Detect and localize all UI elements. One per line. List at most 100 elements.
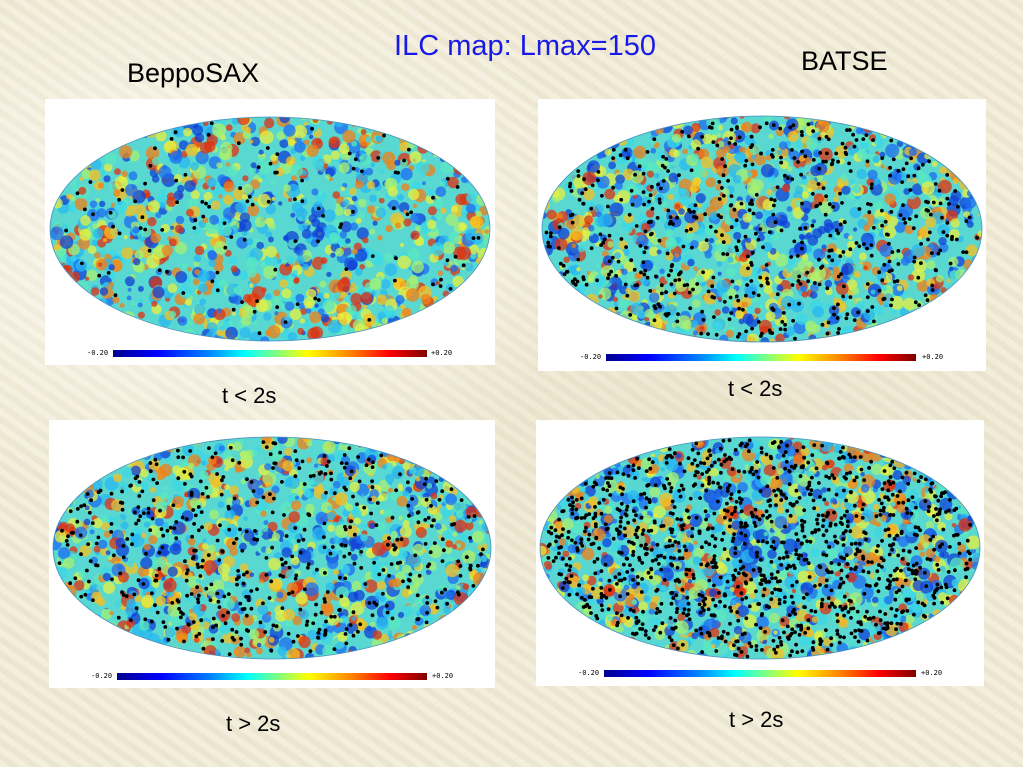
grb-dot [138, 226, 143, 230]
grb-dot [661, 524, 666, 528]
grb-dot [796, 538, 800, 542]
grb-dot [880, 565, 884, 569]
grb-dot [642, 250, 647, 255]
grb-dot [387, 536, 391, 541]
grb-dot [255, 587, 259, 592]
grb-dot [339, 222, 344, 226]
grb-dot [747, 438, 752, 443]
grb-dot [659, 601, 664, 606]
grb-dot [573, 277, 577, 281]
grb-dot [196, 505, 201, 509]
grb-dot [287, 591, 291, 596]
grb-dot [75, 507, 80, 511]
grb-dot [924, 584, 929, 588]
grb-dot [68, 581, 73, 586]
grb-dot [576, 174, 581, 178]
grb-dot [548, 234, 553, 239]
grb-dot [461, 263, 466, 268]
grb-dot [666, 208, 671, 213]
grb-dot [593, 571, 598, 576]
grb-dot [175, 626, 179, 631]
grb-dot [824, 539, 829, 544]
grb-dot [910, 571, 915, 576]
grb-dot [931, 200, 936, 205]
grb-dot [631, 578, 635, 582]
grb-dot [295, 302, 300, 306]
grb-dot [676, 646, 680, 651]
grb-dot [818, 637, 823, 642]
grb-dot [764, 121, 769, 126]
grb-dot [754, 622, 758, 627]
grb-dot [564, 269, 569, 274]
grb-dot [136, 518, 141, 523]
grb-dot [829, 570, 834, 575]
grb-dot [928, 537, 933, 542]
grb-dot [562, 580, 567, 585]
grb-dot [642, 491, 647, 496]
grb-dot [256, 165, 261, 170]
grb-dot [587, 532, 592, 537]
grb-dot [841, 454, 845, 459]
grb-dot [795, 580, 799, 584]
grb-dot [800, 649, 805, 653]
grb-dot [154, 573, 159, 578]
grb-dot [707, 448, 712, 453]
grb-dot [631, 631, 635, 636]
grb-dot [146, 506, 151, 511]
grb-dot [817, 257, 821, 262]
grb-dot [840, 201, 844, 205]
grb-dot [215, 538, 220, 543]
grb-dot [856, 549, 860, 554]
grb-dot [148, 528, 153, 533]
grb-dot [939, 585, 944, 590]
grb-dot [880, 208, 884, 213]
grb-dot [783, 327, 787, 332]
grb-dot [851, 132, 855, 137]
grb-dot [842, 635, 846, 640]
grb-dot [811, 129, 816, 133]
grb-dot [707, 481, 711, 486]
grb-dot [649, 528, 654, 533]
grb-dot [652, 628, 656, 632]
grb-dot [723, 515, 727, 520]
grb-dot [270, 545, 274, 550]
grb-dot [718, 446, 723, 451]
grb-dot [777, 601, 782, 606]
grb-dot [680, 527, 685, 532]
grb-dot [952, 508, 957, 512]
grb-dot [108, 210, 113, 215]
grb-dot [687, 208, 691, 212]
grb-dot [481, 547, 485, 552]
grb-dot [802, 558, 807, 562]
grb-dot [779, 228, 784, 233]
grb-dot [788, 125, 793, 130]
grb-dot [201, 214, 206, 219]
grb-dot [264, 556, 269, 560]
grb-dot [803, 631, 808, 635]
grb-dot [622, 562, 626, 567]
grb-dot [822, 497, 827, 502]
grb-dot [591, 516, 596, 521]
grb-dot [632, 509, 636, 513]
grb-dot [179, 615, 183, 620]
grb-dot [155, 481, 159, 485]
grb-dot [641, 528, 646, 533]
grb-dot [197, 528, 201, 533]
grb-dot [762, 578, 767, 583]
grb-dot [930, 288, 935, 292]
colorbar-min-label: -0.20 [578, 669, 600, 677]
grb-dot [356, 630, 360, 634]
grb-dot [802, 508, 807, 513]
grb-dot [964, 561, 969, 566]
grb-dot [729, 225, 734, 230]
grb-dot [321, 214, 325, 218]
grb-dot [749, 577, 754, 582]
grb-dot [813, 281, 817, 285]
grb-dot [895, 577, 899, 582]
grb-positions [64, 121, 481, 336]
grb-dot [568, 184, 572, 189]
grb-dot [826, 570, 831, 574]
grb-dot [800, 518, 804, 523]
grb-dot [176, 599, 181, 604]
grb-dot [200, 491, 205, 496]
